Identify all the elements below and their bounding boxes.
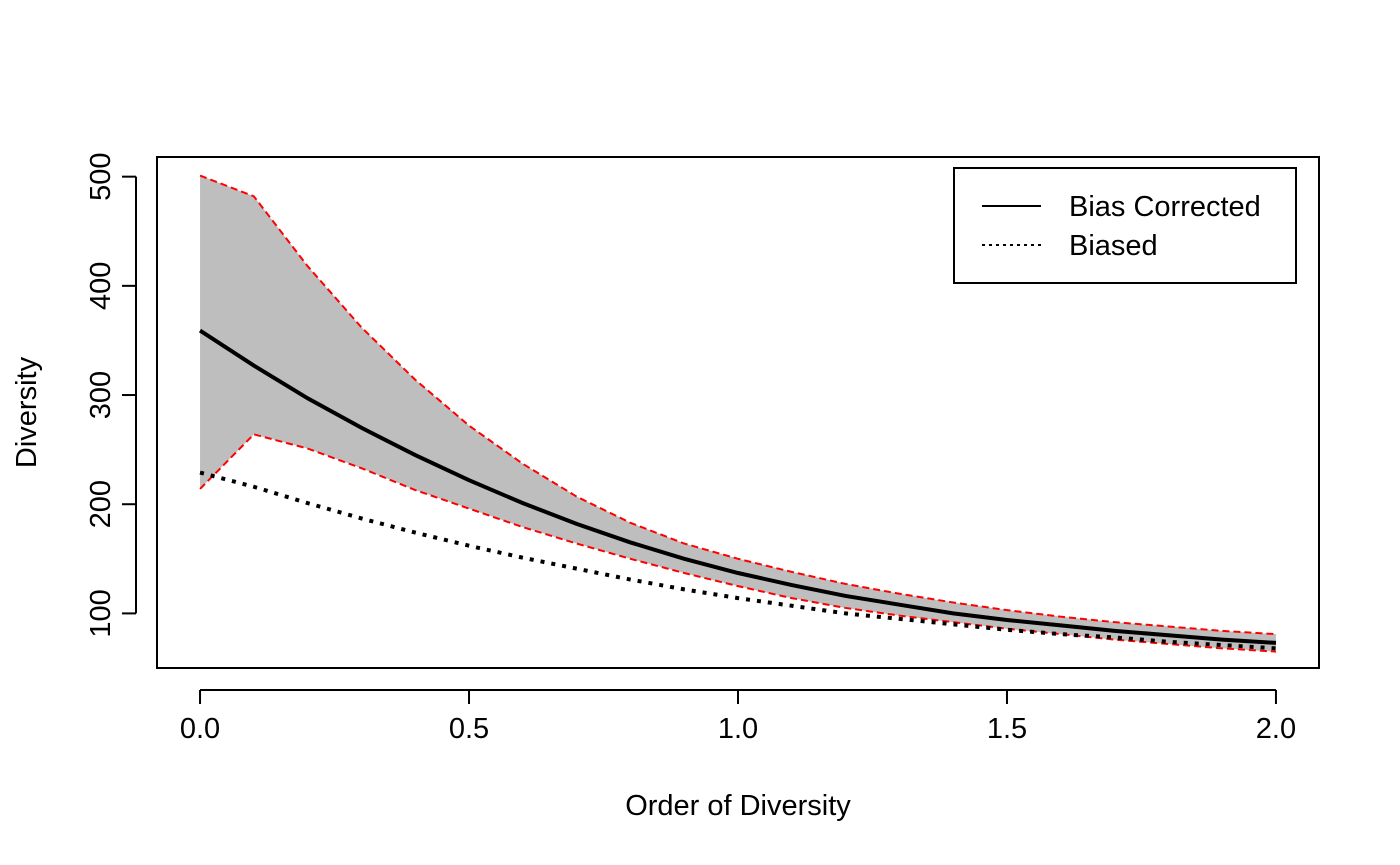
band-upper-bound [199,174,1277,636]
y-tick-label: 200 [85,480,117,528]
series-line-bias-corrected [198,328,1277,645]
legend-box [953,167,1297,284]
y-tick-label: 300 [85,371,117,419]
x-tick-label: 2.0 [1256,713,1296,745]
plot-frame [156,156,1320,669]
legend-label-bias-corrected: Bias Corrected [1069,191,1261,223]
x-tick-label: 0.0 [180,713,220,745]
y-tick-label: 400 [85,262,117,310]
y-axis: 100 200 300 400 500 [85,152,137,638]
x-axis-label: Order of Diversity [625,790,851,822]
x-tick-label: 1.0 [718,713,758,745]
series-lines [198,328,1277,651]
y-tick-label: 500 [85,152,117,200]
legend-label-biased: Biased [1069,230,1158,262]
x-axis: 0.0 0.5 1.0 1.5 2.0 [180,689,1296,745]
x-tick-label: 1.5 [987,713,1027,745]
band-fill [200,175,1276,652]
legend: Bias Corrected Biased [953,167,1297,284]
x-tick-label: 0.5 [449,713,489,745]
y-axis-label: Diversity [11,356,43,468]
y-tick-label: 100 [85,589,117,637]
series-line-biased [199,470,1277,651]
